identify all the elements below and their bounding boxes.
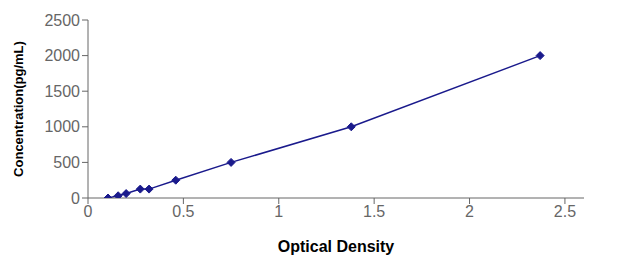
svg-text:0: 0: [71, 190, 80, 207]
svg-text:500: 500: [53, 154, 80, 171]
svg-text:2500: 2500: [44, 12, 80, 29]
svg-text:0.5: 0.5: [172, 203, 194, 220]
svg-text:1500: 1500: [44, 83, 80, 100]
svg-text:Optical Density: Optical Density: [278, 238, 395, 255]
svg-text:1: 1: [274, 203, 283, 220]
svg-text:1000: 1000: [44, 118, 80, 135]
svg-text:0: 0: [84, 203, 93, 220]
svg-text:2: 2: [465, 203, 474, 220]
svg-text:2.5: 2.5: [554, 203, 576, 220]
svg-text:1.5: 1.5: [363, 203, 385, 220]
svg-text:2000: 2000: [44, 47, 80, 64]
svg-text:Concentration(pg/mL): Concentration(pg/mL): [11, 41, 26, 177]
